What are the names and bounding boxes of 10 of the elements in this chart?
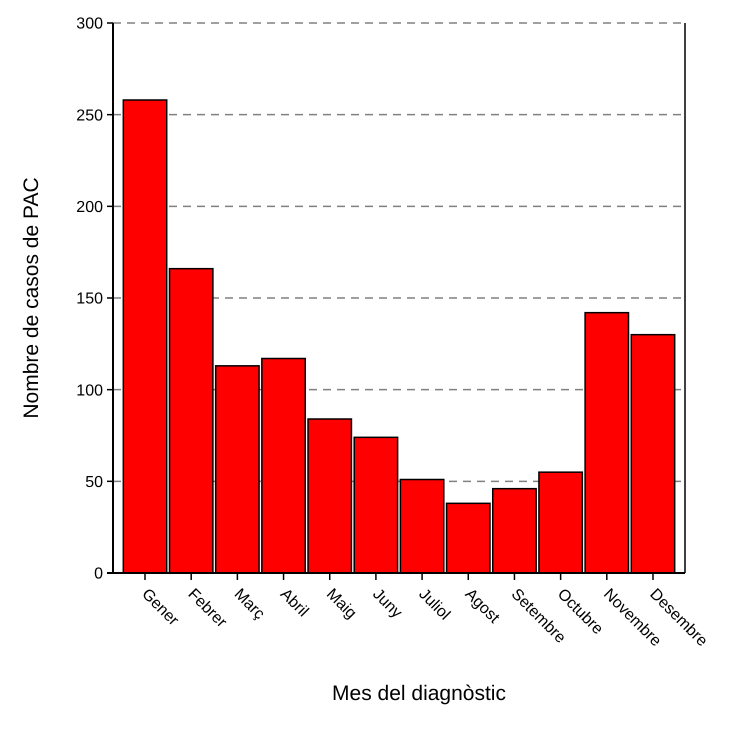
y-tick-label: 50 (85, 474, 104, 491)
x-axis-title: Mes del diagnòstic (332, 682, 506, 705)
y-tick-label: 0 (94, 566, 104, 583)
x-tick-label: Abril (276, 586, 312, 620)
y-tick-label: 150 (76, 290, 104, 308)
y-tick-label: 200 (76, 198, 104, 216)
y-tick-label: 100 (76, 382, 104, 400)
y-tick-label: 250 (76, 107, 104, 124)
y-tick-label: 300 (76, 16, 104, 33)
y-axis-title: Nombre de casos de PAC (20, 177, 43, 419)
